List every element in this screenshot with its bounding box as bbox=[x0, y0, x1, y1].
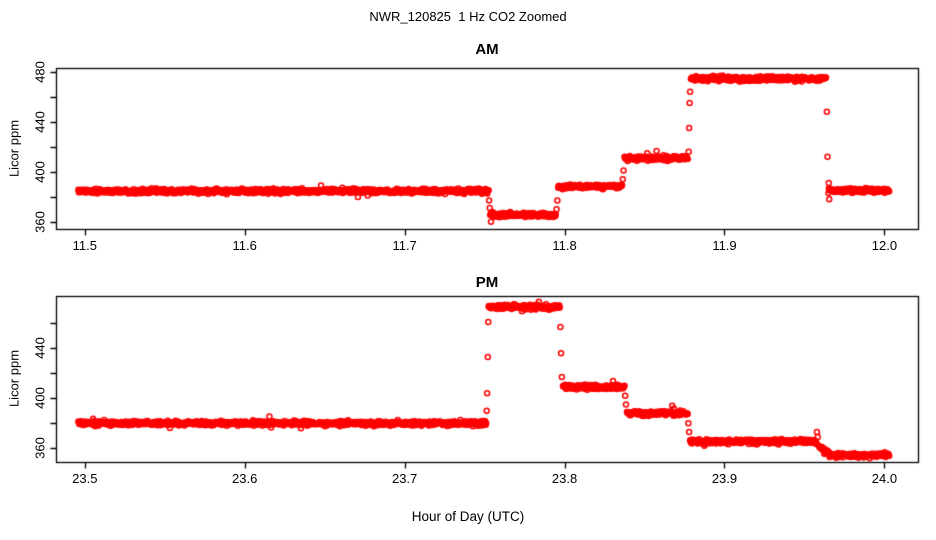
x-tick-label: 23.5 bbox=[72, 471, 98, 486]
panel-title-pm: PM bbox=[475, 274, 499, 291]
y-axis-label-pm: Licor ppm bbox=[6, 349, 22, 408]
y-tick-label: 480 bbox=[32, 60, 48, 83]
x-tick-label: 11.5 bbox=[72, 238, 97, 253]
figure-title: NWR_120825 1 Hz CO2 Zoomed bbox=[369, 9, 567, 24]
x-tick-label: 12.0 bbox=[871, 238, 898, 253]
x-tick-label: 11.9 bbox=[712, 238, 737, 253]
x-axis-label: Hour of Day (UTC) bbox=[411, 509, 525, 524]
y-tick-label: 400 bbox=[32, 160, 48, 183]
x-tick-label: 11.8 bbox=[552, 238, 577, 253]
y-axis-label-am: Licor ppm bbox=[6, 119, 22, 178]
x-tick-label: 23.6 bbox=[232, 471, 258, 486]
x-tick-label: 23.9 bbox=[711, 471, 738, 486]
panel-title-am: AM bbox=[475, 41, 499, 58]
y-tick-label: 360 bbox=[32, 210, 48, 233]
x-tick-label: 11.6 bbox=[232, 238, 257, 253]
x-tick-label: 23.8 bbox=[551, 471, 578, 486]
y-tick-label: 440 bbox=[32, 110, 48, 133]
y-tick-label: 360 bbox=[32, 437, 48, 460]
x-tick-label: 11.7 bbox=[392, 238, 417, 253]
x-tick-label: 24.0 bbox=[871, 471, 898, 486]
x-tick-label: 23.7 bbox=[391, 471, 418, 486]
y-tick-label: 440 bbox=[32, 337, 48, 360]
y-tick-label: 400 bbox=[32, 387, 48, 410]
